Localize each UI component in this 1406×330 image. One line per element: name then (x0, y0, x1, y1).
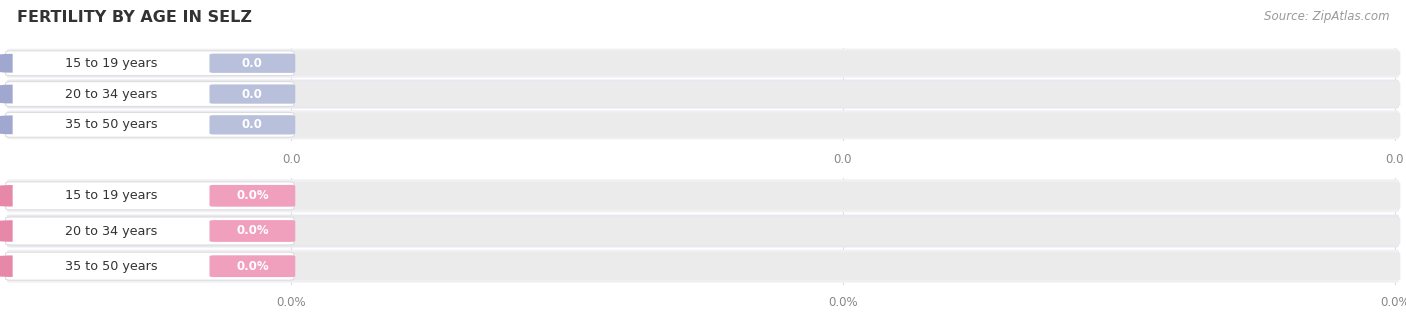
FancyBboxPatch shape (6, 182, 294, 210)
FancyBboxPatch shape (209, 255, 295, 277)
FancyBboxPatch shape (285, 252, 1400, 280)
FancyBboxPatch shape (285, 113, 1400, 137)
FancyBboxPatch shape (209, 220, 295, 242)
Text: 0.0%: 0.0% (1379, 296, 1406, 310)
Text: 0.0%: 0.0% (276, 296, 307, 310)
Wedge shape (0, 115, 13, 134)
Wedge shape (0, 255, 13, 277)
FancyBboxPatch shape (209, 115, 295, 135)
FancyBboxPatch shape (6, 113, 294, 137)
Text: 0.0%: 0.0% (236, 189, 269, 202)
FancyBboxPatch shape (285, 217, 1400, 245)
FancyBboxPatch shape (6, 82, 294, 107)
FancyBboxPatch shape (209, 53, 295, 73)
Wedge shape (0, 54, 13, 73)
Text: 20 to 34 years: 20 to 34 years (65, 224, 157, 238)
Text: 0.0%: 0.0% (828, 296, 858, 310)
Text: 0.0: 0.0 (281, 153, 301, 166)
Text: 0.0: 0.0 (242, 57, 263, 70)
Wedge shape (0, 220, 13, 242)
FancyBboxPatch shape (6, 252, 294, 280)
Text: 15 to 19 years: 15 to 19 years (65, 57, 157, 70)
FancyBboxPatch shape (209, 185, 295, 207)
FancyBboxPatch shape (209, 84, 295, 104)
Text: FERTILITY BY AGE IN SELZ: FERTILITY BY AGE IN SELZ (17, 10, 252, 25)
Text: 35 to 50 years: 35 to 50 years (65, 260, 157, 273)
Text: 0.0: 0.0 (1385, 153, 1405, 166)
Wedge shape (0, 84, 13, 104)
Text: 20 to 34 years: 20 to 34 years (65, 87, 157, 101)
Text: Source: ZipAtlas.com: Source: ZipAtlas.com (1264, 10, 1389, 23)
Text: 35 to 50 years: 35 to 50 years (65, 118, 157, 131)
Text: 0.0%: 0.0% (236, 224, 269, 238)
FancyBboxPatch shape (7, 110, 1399, 139)
Text: 0.0%: 0.0% (236, 260, 269, 273)
FancyBboxPatch shape (7, 214, 1399, 248)
Text: 0.0: 0.0 (242, 87, 263, 101)
FancyBboxPatch shape (285, 182, 1400, 210)
FancyBboxPatch shape (285, 51, 1400, 76)
Wedge shape (0, 185, 13, 207)
FancyBboxPatch shape (285, 82, 1400, 107)
FancyBboxPatch shape (7, 250, 1399, 283)
FancyBboxPatch shape (7, 49, 1399, 78)
Text: 15 to 19 years: 15 to 19 years (65, 189, 157, 202)
Text: 0.0: 0.0 (834, 153, 852, 166)
FancyBboxPatch shape (6, 217, 294, 245)
FancyBboxPatch shape (6, 51, 294, 76)
FancyBboxPatch shape (7, 80, 1399, 109)
Text: 0.0: 0.0 (242, 118, 263, 131)
FancyBboxPatch shape (7, 179, 1399, 212)
